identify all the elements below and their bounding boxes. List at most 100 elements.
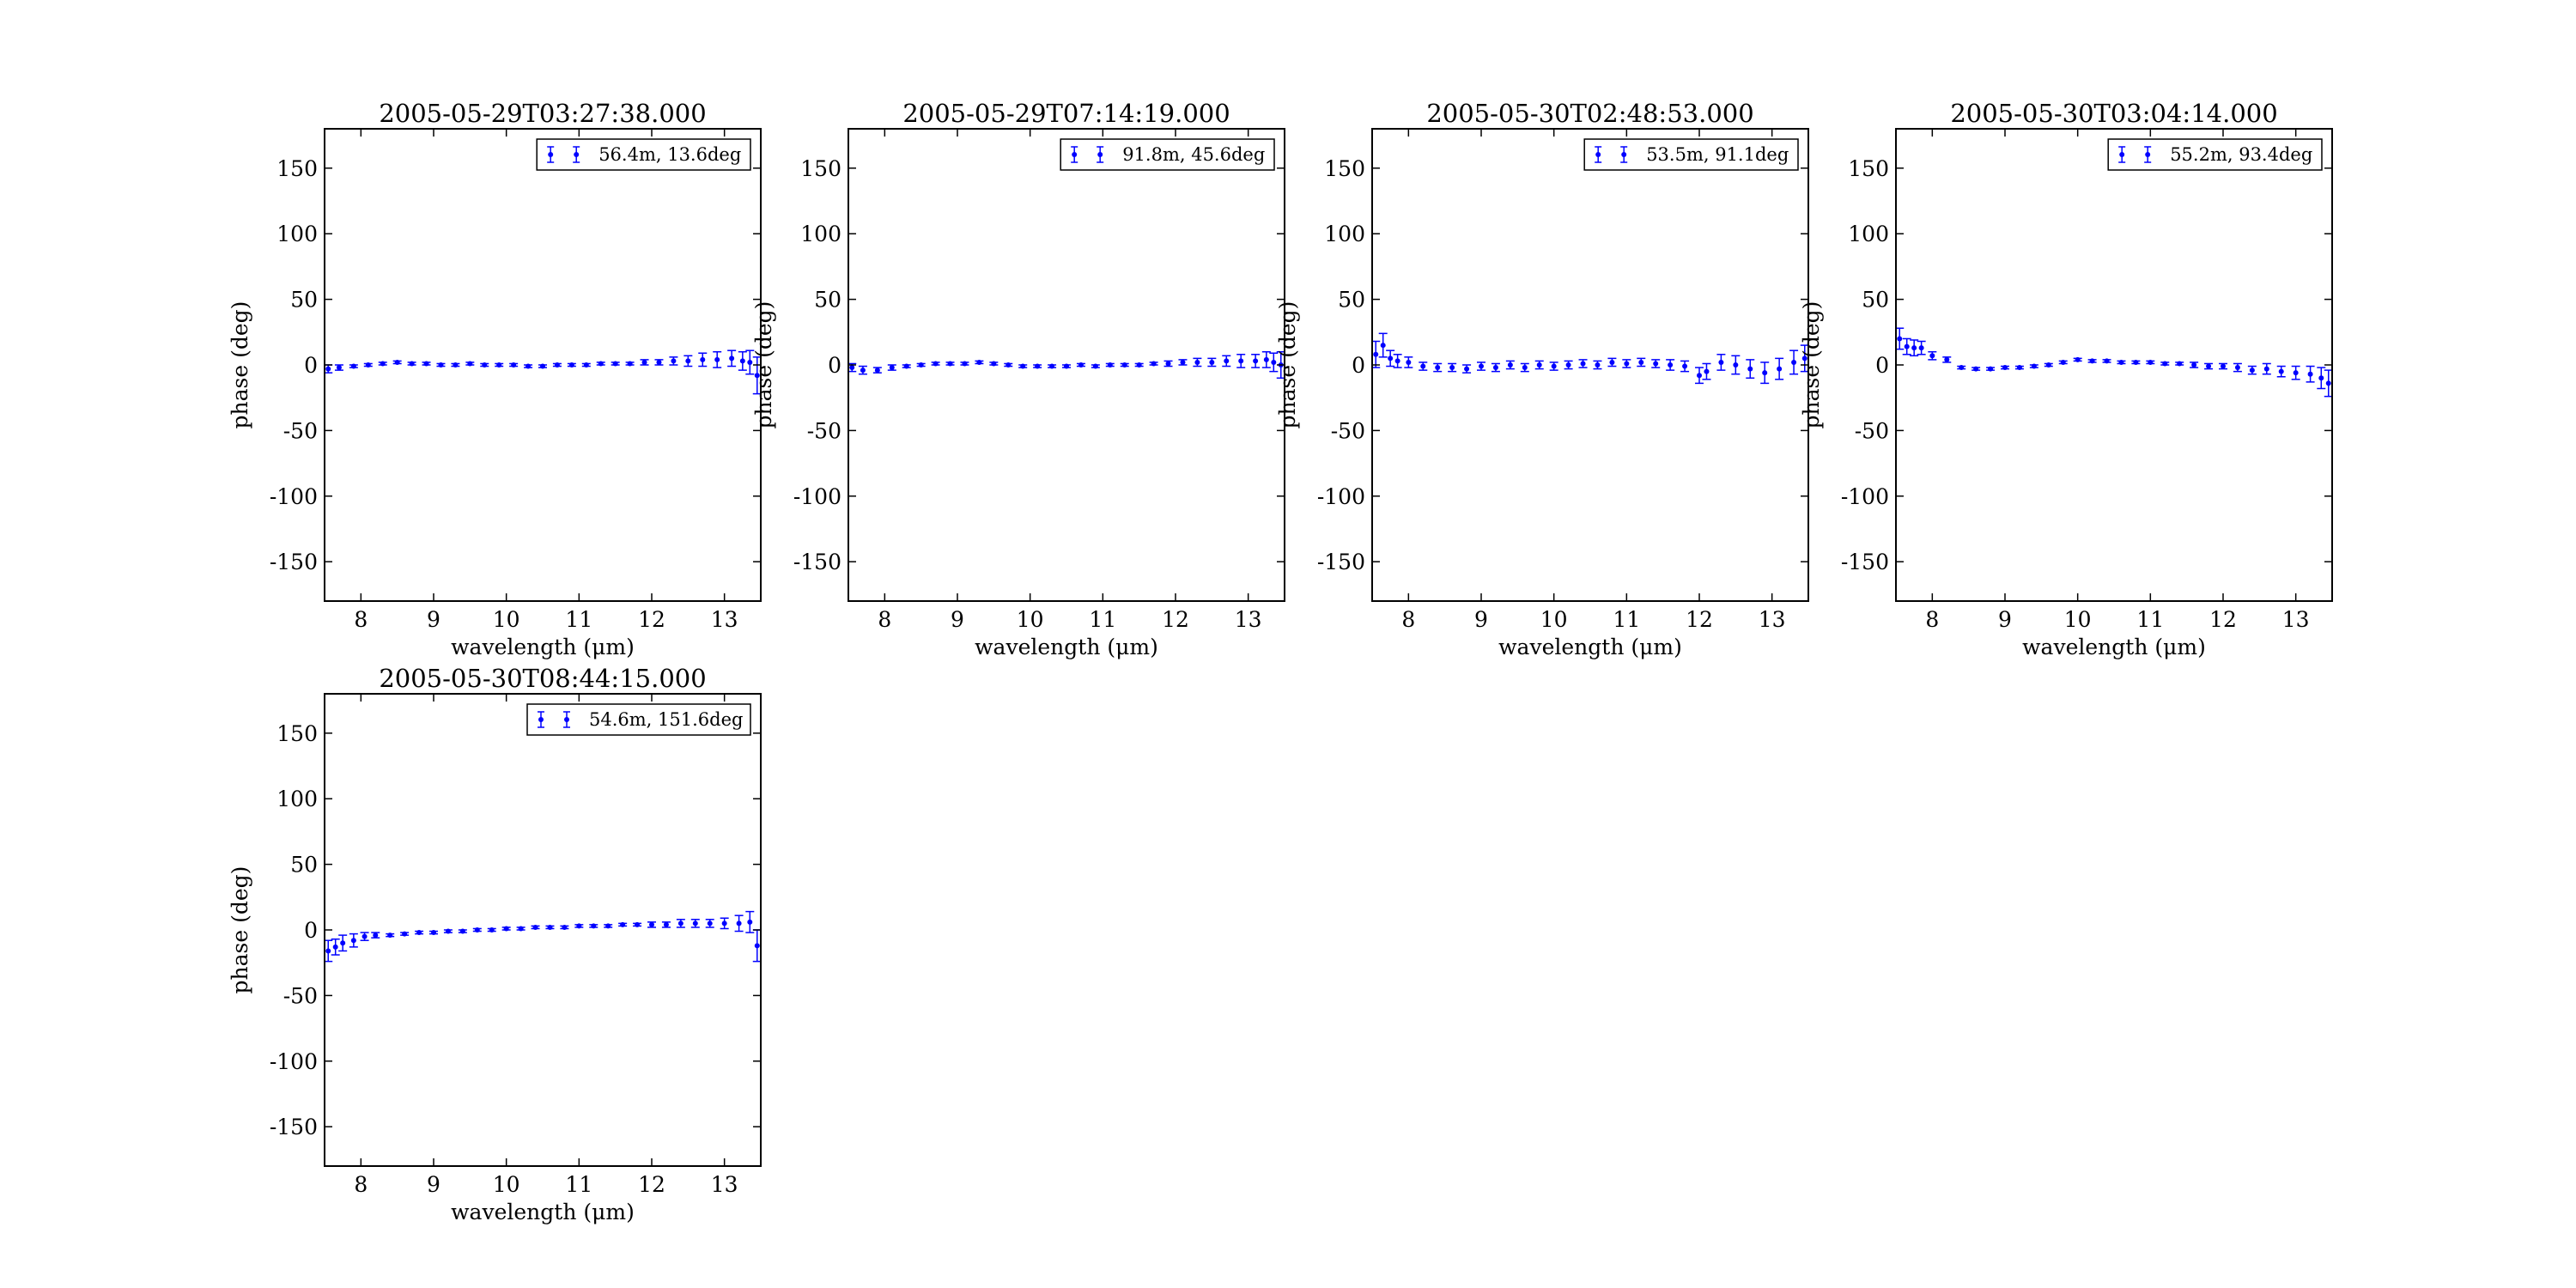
data-point (1507, 362, 1513, 368)
legend-box (536, 138, 751, 171)
data-point (754, 373, 760, 379)
data-point (2249, 368, 2255, 374)
data-point (598, 361, 604, 367)
data-point (1238, 358, 1244, 364)
x-tick-label: 10 (493, 1172, 520, 1197)
data-point (2177, 361, 2183, 367)
data-point (380, 361, 386, 367)
data-point (721, 920, 727, 927)
x-tick-label: 13 (2282, 607, 2310, 632)
y-tick-label: 150 (276, 156, 318, 181)
data-point (1092, 363, 1098, 369)
chart-panel-1: 2005-05-29T03:27:38.000 8 9 10 11 12 13 150 100 5… (228, 99, 762, 659)
data-point (1777, 366, 1783, 372)
x-tick-label: 9 (427, 607, 440, 632)
legend-box (1060, 138, 1275, 171)
x-tick-label: 10 (493, 607, 520, 632)
data-point (754, 943, 760, 949)
data-point (2325, 380, 2331, 386)
data-point (933, 361, 939, 367)
y-tick-label: -50 (1855, 418, 1889, 443)
data-point (336, 365, 342, 371)
data-point (503, 926, 509, 932)
data-point (340, 940, 346, 946)
data-point (2002, 365, 2008, 371)
data-point (2278, 368, 2284, 374)
data-point (1973, 366, 1979, 372)
x-tick-label: 12 (1686, 607, 1713, 632)
data-point (2089, 358, 2095, 364)
y-tick-label: 0 (1875, 353, 1889, 378)
legend-label: 54.6m, 151.6deg (589, 709, 743, 730)
data-point (591, 923, 597, 929)
data-point (605, 923, 611, 929)
data-point (677, 920, 683, 927)
y-tick-label: 50 (1338, 288, 1365, 313)
data-point (1224, 358, 1230, 364)
data-point (1988, 366, 1994, 372)
data-point (2016, 365, 2022, 371)
data-point (2045, 362, 2051, 368)
data-point (1049, 363, 1055, 369)
x-tick-label: 9 (951, 607, 964, 632)
data-point (402, 931, 408, 937)
data-point (1121, 362, 1127, 368)
data-point (656, 359, 662, 365)
data-point (2075, 356, 2081, 362)
legend-marker (548, 152, 554, 157)
x-axis-label: wavelength (μm) (1498, 635, 1682, 659)
x-axis-label: wavelength (μm) (451, 635, 635, 659)
legend-marker (564, 717, 569, 722)
data-point (2263, 366, 2269, 372)
data-point (532, 924, 538, 930)
legend: 54.6m, 151.6deg (526, 703, 751, 736)
chart-title: 2005-05-30T08:44:15.000 (379, 664, 706, 693)
x-tick-label: 12 (1162, 607, 1189, 632)
data-point (1638, 359, 1644, 365)
data-point (1406, 359, 1412, 365)
x-tick-label: 12 (638, 607, 665, 632)
series-3 (1371, 332, 1809, 385)
data-point (2191, 362, 2197, 368)
data-point (325, 366, 331, 372)
data-point (1653, 361, 1659, 367)
data-point (540, 363, 545, 369)
data-point (1624, 361, 1630, 367)
data-point (1151, 361, 1157, 367)
data-point (1165, 361, 1171, 367)
data-point (1263, 356, 1269, 362)
data-point (635, 921, 641, 927)
data-point (962, 361, 968, 367)
data-point (576, 923, 582, 929)
data-point (496, 362, 502, 368)
data-point (409, 361, 415, 367)
data-point (1580, 361, 1586, 367)
data-point (467, 361, 473, 367)
y-tick-label: 0 (828, 353, 841, 378)
y-tick-label: 50 (1862, 288, 1889, 313)
data-point (1394, 358, 1400, 364)
data-point (562, 924, 568, 930)
data-point (849, 365, 855, 371)
data-point (1733, 362, 1739, 368)
chart-panel-4: 2005-05-30T03:04:14.000 8 9 10 11 12 13 150 100 5… (1799, 99, 2333, 659)
x-axis-label: wavelength (μm) (451, 1200, 635, 1224)
data-point (663, 921, 669, 927)
data-point (627, 361, 633, 367)
data-point (700, 356, 706, 362)
y-tick-label: -100 (270, 1049, 318, 1074)
data-point (474, 927, 480, 933)
data-point (1479, 363, 1484, 369)
series-2 (848, 350, 1285, 380)
data-point (350, 938, 356, 944)
x-tick-label: 13 (1759, 607, 1786, 632)
x-tick-label: 8 (878, 607, 891, 632)
data-point (2060, 359, 2066, 365)
y-tick-label: 100 (1848, 222, 1889, 246)
chart-title: 2005-05-29T03:27:38.000 (379, 99, 706, 128)
chart-title: 2005-05-30T02:48:53.000 (1426, 99, 1753, 128)
y-tick-label: 150 (1848, 156, 1889, 181)
data-point (416, 930, 422, 936)
legend-marker (2145, 152, 2151, 157)
